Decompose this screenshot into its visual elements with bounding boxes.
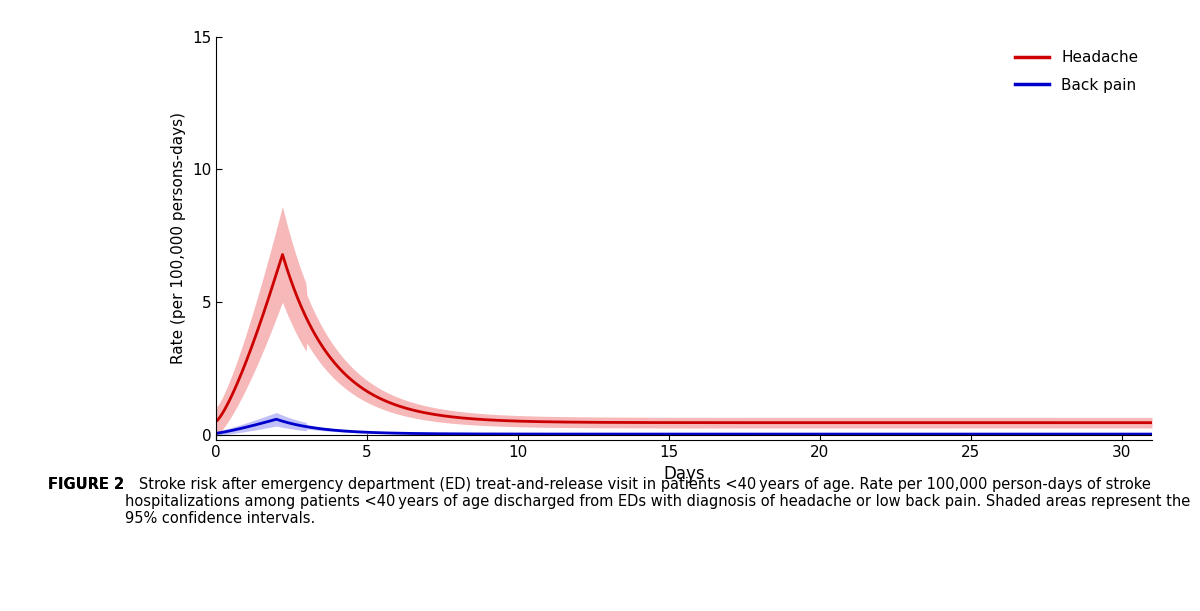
Legend: Headache, Back pain: Headache, Back pain [1009,45,1145,99]
X-axis label: Days: Days [664,466,704,483]
Text: Stroke risk after emergency department (ED) treat-and-release visit in patients : Stroke risk after emergency department (… [125,477,1190,527]
Text: FIGURE 2: FIGURE 2 [48,477,124,492]
Text: FIGURE 2: FIGURE 2 [48,477,124,492]
Y-axis label: Rate (per 100,000 persons-days): Rate (per 100,000 persons-days) [172,112,186,364]
